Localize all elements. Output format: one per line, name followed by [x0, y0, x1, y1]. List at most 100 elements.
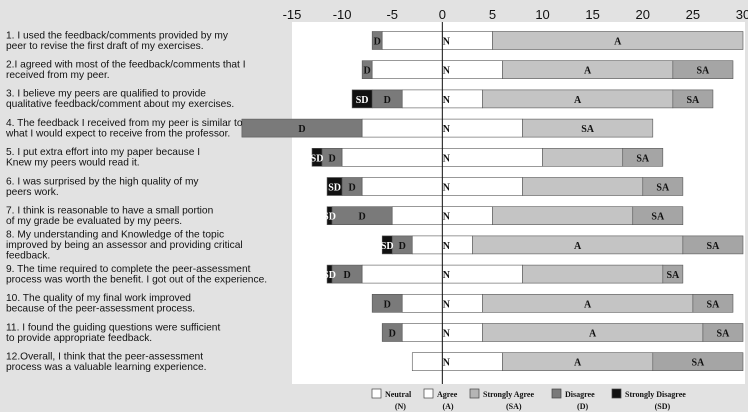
question-labels: 1. I used the feedback/comments provided…: [5, 30, 267, 373]
question-label: 1. I used the feedback/comments provided…: [6, 30, 229, 41]
bar-segment: [692, 293, 734, 313]
segment-label: D: [384, 299, 391, 310]
segment-label: SA: [636, 153, 650, 164]
legend-abbr: (SA): [506, 402, 522, 411]
bar-segment: [642, 177, 684, 196]
bars-layer: D N A D N A SA SD D N A SA D N SA SD D N SA SD D N SA SD D N SA SD D…: [241, 22, 744, 384]
question-label: 3. I believe my peers are qualified to p…: [6, 89, 206, 100]
x-tick-label: -5: [386, 7, 398, 22]
bar-segment: [341, 148, 443, 167]
legend: Neutral (N) Agree (A) Strongly Agree (SA) Disa…: [371, 388, 686, 411]
segment-label: N: [443, 241, 451, 252]
segment-label: SD: [323, 212, 336, 223]
bar-segment: [442, 60, 503, 80]
x-tick-label: 20: [636, 7, 650, 22]
segment-label: D: [359, 212, 366, 223]
segment-label: N: [443, 37, 451, 48]
x-tick-label: 25: [686, 7, 700, 22]
bar-segment: [391, 206, 443, 225]
bar-segment: [632, 206, 684, 225]
segment-label: D: [298, 124, 305, 135]
legend-swatch: [423, 388, 434, 399]
bar-segment: [442, 177, 523, 196]
segment-label: N: [443, 124, 451, 135]
question-label: of my grade be evaluated by my peers.: [6, 216, 182, 227]
question-label: because of the peer-assessment process.: [6, 304, 195, 315]
bar-segment: [682, 235, 744, 255]
x-tick-label: 0: [439, 7, 446, 22]
segment-label: SD: [356, 95, 369, 106]
question-label: 6. I was surprised by the high quality o…: [6, 176, 199, 187]
segment-label: D: [328, 153, 335, 164]
x-tick-label: 5: [489, 7, 496, 22]
bar-segment: [401, 323, 443, 342]
question-label: process was a valuable learning experien…: [6, 362, 206, 373]
bar-segment: [411, 235, 443, 255]
segment-label: SD: [323, 270, 336, 281]
segment-label: D: [349, 183, 356, 194]
segment-label: N: [443, 66, 451, 77]
legend-swatch: [371, 388, 382, 399]
legend-label: Agree: [437, 390, 458, 399]
bar-segment: [492, 31, 744, 50]
segment-label: SA: [686, 95, 700, 106]
bar-segment: [361, 264, 443, 284]
segment-label: SA: [697, 66, 711, 77]
bar-segment: [652, 352, 744, 372]
segment-label: SA: [707, 299, 721, 310]
bar-segment: [542, 148, 624, 167]
bar-segment: [401, 89, 443, 109]
segment-label: A: [614, 37, 622, 48]
segment-label: A: [589, 329, 597, 340]
bar-segment: [442, 118, 523, 138]
legend-label: Neutral: [385, 390, 412, 399]
bar-segment: [522, 118, 654, 138]
segment-label: D: [364, 66, 371, 77]
segment-label: A: [584, 299, 592, 310]
x-tick-label: 30: [736, 7, 748, 22]
segment-label: N: [443, 299, 451, 310]
segment-label: SA: [656, 183, 670, 194]
legend-abbr: (N): [395, 402, 406, 411]
segment-label: N: [443, 95, 451, 106]
question-label: 11. I found the guiding questions were s…: [6, 322, 220, 333]
segment-label: D: [374, 37, 381, 48]
segment-label: SD: [328, 183, 341, 194]
segment-label: A: [574, 95, 582, 106]
legend-label: Strongly Agree: [483, 390, 534, 399]
segment-label: N: [443, 153, 451, 164]
question-label: Knew my peers would read it.: [6, 158, 140, 169]
bar-segment: [361, 118, 443, 138]
legend-abbr: (A): [442, 402, 453, 411]
bar-segment: [361, 177, 443, 196]
bar-segment: [492, 206, 634, 225]
question-label: 2.I agreed with most of the feedback/com…: [6, 59, 246, 70]
segment-label: SA: [707, 241, 721, 252]
segment-label: N: [443, 358, 451, 369]
segment-label: SA: [651, 212, 665, 223]
segment-label: SA: [717, 329, 731, 340]
question-label: peers work.: [6, 187, 59, 198]
question-label: improved by being an assessor and provid…: [6, 240, 243, 251]
segment-label: D: [384, 95, 391, 106]
legend-abbr: (D): [577, 402, 588, 411]
x-tick-label: -15: [283, 7, 302, 22]
bar-segment: [442, 352, 503, 372]
question-label: 5. I put extra effort into my paper beca…: [6, 147, 200, 158]
bar-segment: [442, 148, 543, 167]
bar-segment: [702, 323, 744, 342]
question-label: to provide appropriate feedback.: [6, 333, 152, 344]
segment-label: SD: [381, 241, 394, 252]
segment-label: N: [443, 270, 451, 281]
question-label: received from my peer.: [6, 70, 110, 81]
question-label: 4. The feedback I received from my peer …: [6, 118, 243, 129]
legend-label: Disagree: [565, 390, 595, 399]
question-label: qualitative feedback/comment about my ex…: [6, 99, 234, 110]
segment-label: SA: [581, 124, 595, 135]
segment-label: SD: [311, 153, 324, 164]
segment-label: SA: [666, 270, 680, 281]
x-tick-label: -10: [333, 7, 352, 22]
question-label: feedback.: [6, 250, 50, 261]
legend-swatch: [469, 388, 480, 399]
